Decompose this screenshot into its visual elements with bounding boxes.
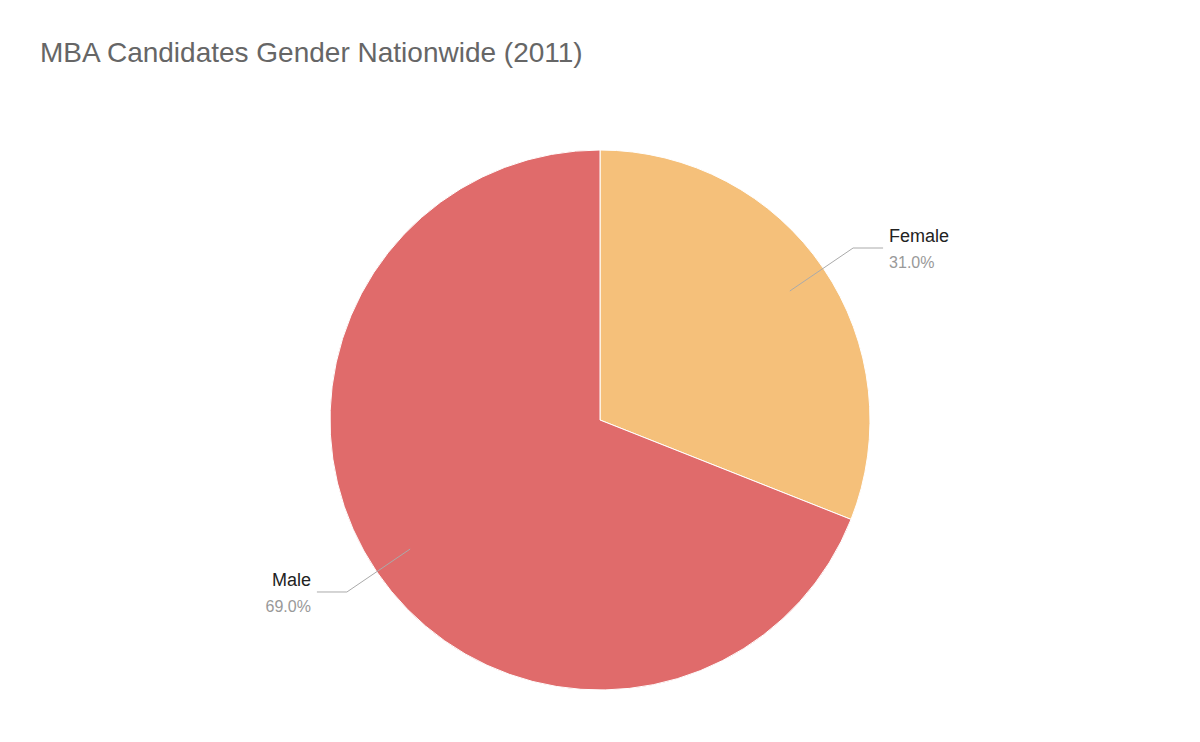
slice-label: Male — [272, 570, 311, 590]
chart-title: MBA Candidates Gender Nationwide (2011) — [40, 37, 583, 68]
background — [0, 0, 1200, 742]
pie-slice — [330, 150, 851, 690]
labels: Female 31.0% Male 69.0% — [266, 226, 950, 615]
leader-line — [317, 549, 410, 592]
chart-svg: MBA Candidates Gender Nationwide (2011) F… — [0, 0, 1200, 742]
data-label: 31.0% — [889, 254, 934, 271]
data-label: 69.0% — [266, 598, 311, 615]
chart-container: MBA Candidates Gender Nationwide (2011) F… — [0, 0, 1200, 742]
leader-line — [790, 248, 883, 291]
slice-label: Female — [889, 226, 949, 246]
slices — [330, 150, 870, 690]
